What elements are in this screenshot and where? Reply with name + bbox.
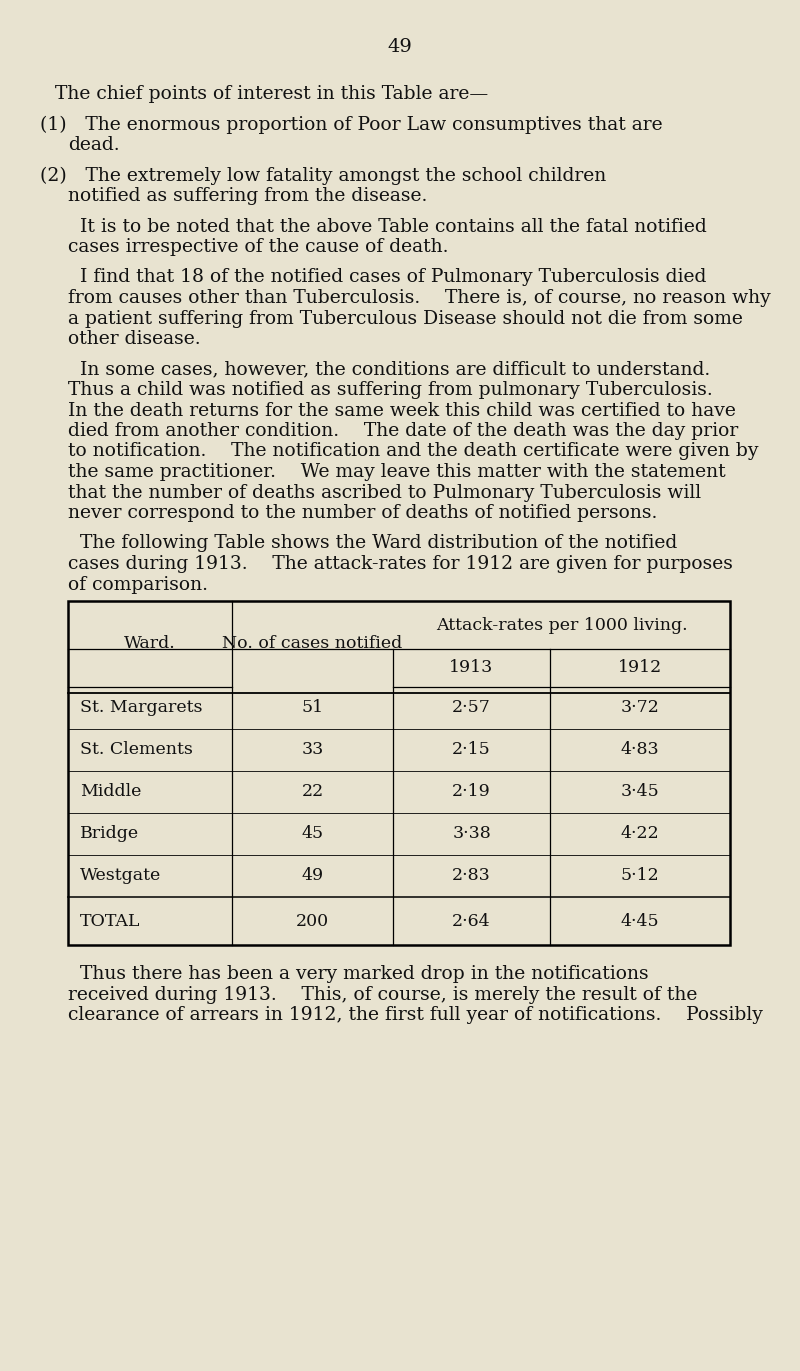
- Bar: [68, 600, 730, 945]
- Text: 49: 49: [387, 38, 413, 56]
- Text: 49: 49: [302, 868, 323, 884]
- Text: The chief points of interest in this Table are—: The chief points of interest in this Tab…: [55, 85, 488, 103]
- Text: 5·12: 5·12: [621, 868, 659, 884]
- Text: 4·22: 4·22: [621, 825, 659, 843]
- Text: 4·45: 4·45: [621, 913, 659, 930]
- Text: a patient suffering from Tuberculous Disease should not die from some: a patient suffering from Tuberculous Dis…: [68, 310, 743, 328]
- Text: 1913: 1913: [450, 659, 494, 676]
- Text: 1912: 1912: [618, 659, 662, 676]
- Text: clearance of arrears in 1912, the first full year of notifications.  Possibly: clearance of arrears in 1912, the first …: [68, 1006, 763, 1024]
- Text: No. of cases notified: No. of cases notified: [222, 636, 402, 653]
- Text: Middle: Middle: [80, 783, 142, 801]
- Text: 2·19: 2·19: [452, 783, 491, 801]
- Text: Ward.: Ward.: [124, 636, 176, 653]
- Text: 4·83: 4·83: [621, 742, 659, 758]
- Text: 2·15: 2·15: [452, 742, 491, 758]
- Text: Attack-rates per 1000 living.: Attack-rates per 1000 living.: [436, 617, 687, 633]
- Text: never correspond to the number of deaths of notified persons.: never correspond to the number of deaths…: [68, 505, 658, 522]
- Text: received during 1913.  This, of course, is merely the result of the: received during 1913. This, of course, i…: [68, 986, 698, 1004]
- Text: St. Margarets: St. Margarets: [80, 699, 202, 717]
- Text: TOTAL: TOTAL: [80, 913, 140, 930]
- Text: I find that 18 of the notified cases of Pulmonary Tuberculosis died: I find that 18 of the notified cases of …: [80, 269, 706, 287]
- Text: 3·45: 3·45: [621, 783, 659, 801]
- Text: 3·38: 3·38: [452, 825, 491, 843]
- Text: 51: 51: [302, 699, 323, 717]
- Text: other disease.: other disease.: [68, 330, 201, 348]
- Text: Thus a child was notified as suffering from pulmonary Tuberculosis.: Thus a child was notified as suffering f…: [68, 381, 713, 399]
- Text: (2) The extremely low fatality amongst the school children: (2) The extremely low fatality amongst t…: [40, 166, 606, 185]
- Text: (1) The enormous proportion of Poor Law consumptives that are: (1) The enormous proportion of Poor Law …: [40, 115, 662, 134]
- Text: It is to be noted that the above Table contains all the fatal notified: It is to be noted that the above Table c…: [80, 218, 706, 236]
- Text: dead.: dead.: [68, 136, 120, 154]
- Text: Westgate: Westgate: [80, 868, 162, 884]
- Text: In some cases, however, the conditions are difficult to understand.: In some cases, however, the conditions a…: [80, 361, 710, 378]
- Text: 45: 45: [302, 825, 323, 843]
- Text: 2·57: 2·57: [452, 699, 491, 717]
- Text: 200: 200: [296, 913, 329, 930]
- Text: St. Clements: St. Clements: [80, 742, 193, 758]
- Text: notified as suffering from the disease.: notified as suffering from the disease.: [68, 186, 427, 206]
- Text: from causes other than Tuberculosis.  There is, of course, no reason why: from causes other than Tuberculosis. The…: [68, 289, 770, 307]
- Text: 22: 22: [302, 783, 324, 801]
- Text: of comparison.: of comparison.: [68, 576, 208, 594]
- Text: the same practitioner.  We may leave this matter with the statement: the same practitioner. We may leave this…: [68, 463, 726, 481]
- Text: 2·64: 2·64: [452, 913, 491, 930]
- Text: Thus there has been a very marked drop in the notifications: Thus there has been a very marked drop i…: [80, 965, 649, 983]
- Text: 2·83: 2·83: [452, 868, 491, 884]
- Text: 3·72: 3·72: [621, 699, 659, 717]
- Text: died from another condition.  The date of the death was the day prior: died from another condition. The date of…: [68, 422, 738, 440]
- Text: Bridge: Bridge: [80, 825, 139, 843]
- Text: In the death returns for the same week this child was certified to have: In the death returns for the same week t…: [68, 402, 736, 420]
- Text: that the number of deaths ascribed to Pulmonary Tuberculosis will: that the number of deaths ascribed to Pu…: [68, 484, 701, 502]
- Text: The following Table shows the Ward distribution of the notified: The following Table shows the Ward distr…: [80, 535, 678, 553]
- Text: cases irrespective of the cause of death.: cases irrespective of the cause of death…: [68, 239, 449, 256]
- Text: to notification.  The notification and the death certificate were given by: to notification. The notification and th…: [68, 443, 758, 461]
- Text: cases during 1913.  The attack-rates for 1912 are given for purposes: cases during 1913. The attack-rates for …: [68, 555, 733, 573]
- Text: 33: 33: [302, 742, 324, 758]
